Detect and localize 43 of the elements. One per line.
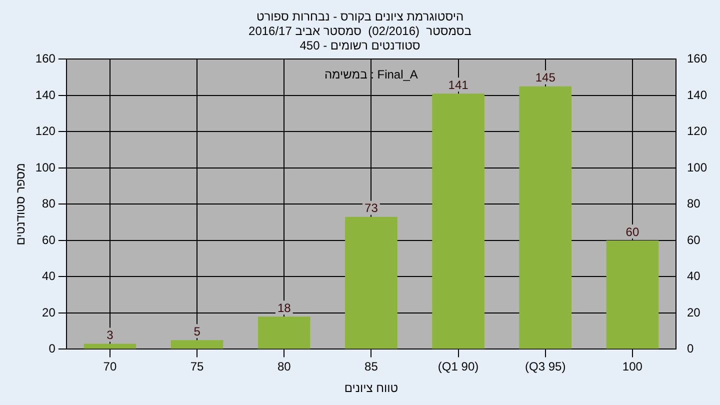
- data-label: 5: [194, 324, 201, 338]
- y2-tick-label: 100: [686, 160, 708, 174]
- bar: [170, 340, 224, 349]
- chart-title: היסטוגרמת ציונים בקורס - נבחרות ספורט בסמסטר (02/2016) סמסטר אביב 2016/17 סטודנטים רשומים - 450: [248, 10, 472, 52]
- data-label: 145: [535, 70, 556, 85]
- bar: [606, 240, 659, 349]
- x-axis-title: טווח ציונים: [344, 381, 398, 396]
- y2-tick-label: 120: [686, 124, 708, 138]
- y-tick-label: 120: [35, 124, 56, 138]
- y2-tick-label: 40: [686, 269, 701, 284]
- y2-tick-label: 80: [686, 196, 701, 211]
- bar: [258, 316, 310, 349]
- y2-tick-label: 20: [686, 305, 701, 320]
- y-tick-label: 60: [42, 232, 56, 247]
- y-tick-label: 80: [42, 196, 56, 211]
- bar: [84, 344, 136, 349]
- y-tick-label: 0: [48, 342, 56, 356]
- y-tick-label: 20: [42, 305, 56, 320]
- x-tick-label: 70: [103, 360, 117, 374]
- annotation: במשימה : Final_A: [324, 68, 418, 82]
- data-label: 18: [277, 300, 292, 315]
- y2-tick-label: 160: [686, 52, 708, 66]
- y-tick-label: 40: [42, 269, 56, 284]
- y2-tick-label: 140: [686, 88, 708, 102]
- bar: [519, 86, 572, 349]
- x-tick-label: 80: [277, 360, 292, 374]
- x-tick-label: 85: [364, 360, 378, 374]
- y-axis-title: מספר סטודנטים: [14, 163, 28, 246]
- x-tick-label: (Q1 90): [438, 360, 479, 374]
- y-tick-label: 160: [35, 52, 56, 66]
- x-tick-label: 100: [622, 360, 643, 374]
- data-label: 141: [448, 78, 469, 92]
- bar: [345, 216, 398, 349]
- x-tick-label: (Q3 95): [525, 360, 566, 374]
- bar: [432, 94, 484, 349]
- x-tick-label: 75: [190, 360, 204, 374]
- data-label: 3: [106, 328, 114, 342]
- y2-tick-label: 60: [686, 232, 701, 247]
- data-label: 60: [626, 224, 640, 239]
- y2-tick-label: 0: [686, 342, 694, 356]
- y-tick-label: 100: [35, 160, 56, 174]
- y-tick-label: 140: [35, 88, 56, 102]
- data-label: 73: [364, 201, 378, 216]
